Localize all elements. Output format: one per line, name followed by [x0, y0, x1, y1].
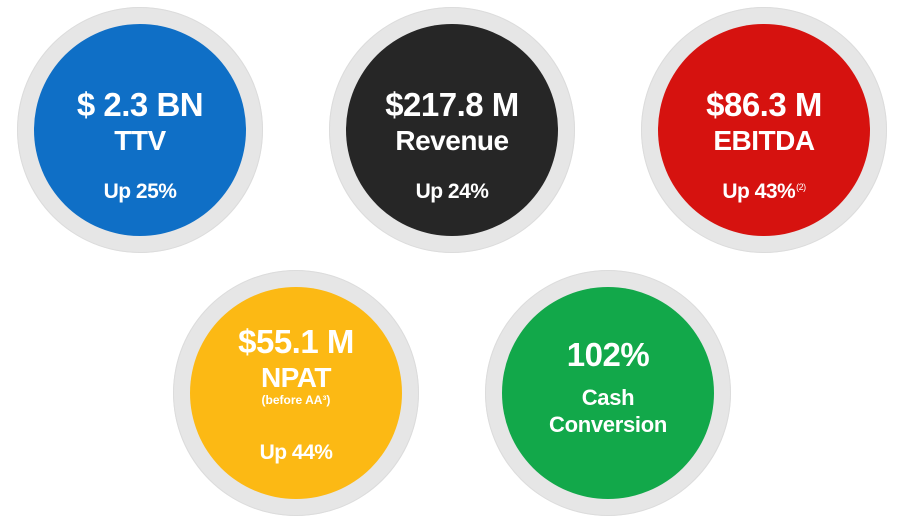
metric-value: $86.3 M — [706, 86, 822, 123]
metric-disc-cash-conversion: 102% Cash Conversion — [502, 287, 714, 499]
metric-ring-ttv: $ 2.3 BN TTV Up 25% — [17, 7, 263, 253]
metric-ring-npat: $55.1 M NPAT (before AA³) Up 44% — [173, 270, 419, 516]
metric-change: Up 44% — [259, 441, 333, 464]
metric-change: Up 43% — [722, 180, 796, 203]
metric-name: EBITDA — [713, 125, 815, 156]
metric-name: NPAT — [260, 362, 332, 393]
metric-disc-npat: $55.1 M NPAT (before AA³) Up 44% — [190, 287, 402, 499]
metric-name: Revenue — [395, 125, 509, 156]
metric-ring-cash-conversion: 102% Cash Conversion — [485, 270, 731, 516]
metric-ring-revenue: $217.8 M Revenue Up 24% — [329, 7, 575, 253]
metric-ring-ebitda: $86.3 M EBITDA Up 43%(2) — [641, 7, 887, 253]
metric-value: $55.1 M — [238, 323, 354, 360]
metric-footnote: (2) — [796, 182, 806, 192]
metric-change: Up 24% — [415, 180, 489, 203]
metric-change-line: Up 43%(2) — [658, 181, 870, 202]
metric-note: (before AA³) — [261, 393, 331, 407]
metric-disc-revenue: $217.8 M Revenue Up 24% — [346, 24, 558, 236]
metric-name-line1: Cash — [581, 385, 635, 410]
metric-disc-ttv: $ 2.3 BN TTV Up 25% — [34, 24, 246, 236]
metric-value: $ 2.3 BN — [76, 86, 204, 123]
metric-name: TTV — [114, 125, 166, 156]
metric-disc-ebitda: $86.3 M EBITDA Up 43%(2) — [658, 24, 870, 236]
metric-value: 102% — [566, 336, 650, 373]
metric-value: $217.8 M — [385, 86, 519, 123]
metric-change: Up 25% — [103, 180, 177, 203]
metric-name-line2: Conversion — [548, 412, 668, 437]
